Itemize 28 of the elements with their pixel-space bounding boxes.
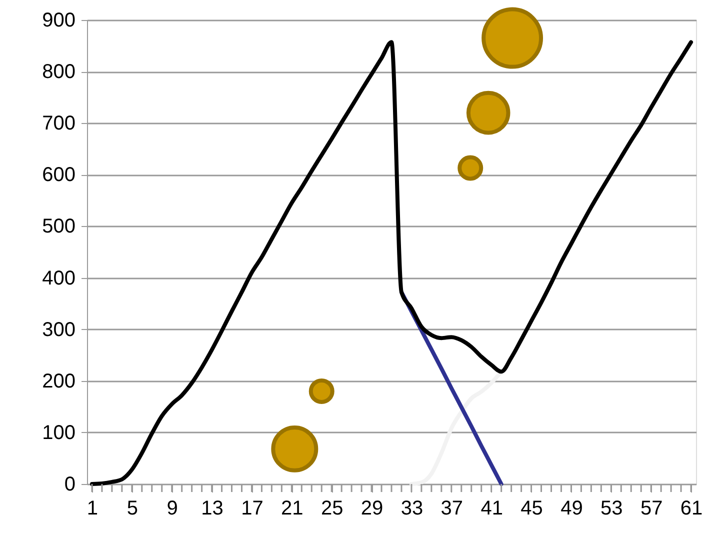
x-tick-label: 1 — [86, 498, 98, 520]
y-tick-label: 0 — [64, 474, 76, 496]
y-tick-label: 300 — [42, 318, 76, 341]
x-tick-label: 17 — [241, 498, 264, 520]
x-tick-label: 5 — [126, 498, 138, 520]
x-tick-label: 29 — [360, 498, 384, 520]
y-tick-label: 400 — [42, 267, 76, 290]
x-tick-label: 45 — [520, 498, 543, 520]
x-tick-label: 33 — [400, 498, 424, 520]
x-tick-label: 13 — [201, 498, 224, 520]
y-tick-label: 800 — [42, 61, 76, 84]
y-tick-label: 900 — [42, 10, 76, 32]
line-series — [90, 40, 694, 486]
x-tick-label: 25 — [320, 498, 344, 520]
line-series — [409, 370, 504, 486]
y-tick-label: 200 — [42, 370, 76, 392]
x-tick-label: 9 — [166, 498, 178, 520]
y-tick-label: 700 — [42, 112, 76, 135]
x-tick-label: 57 — [640, 498, 663, 520]
x-tick-label: 21 — [281, 498, 304, 520]
y-tick-label: 500 — [42, 216, 76, 238]
x-tick-label: 53 — [600, 498, 623, 520]
x-tick-label: 49 — [560, 498, 583, 520]
y-tick-label: 600 — [42, 164, 76, 186]
y-tick-label: 100 — [42, 422, 76, 444]
x-tick-label: 41 — [480, 498, 503, 520]
x-tick-label: 37 — [440, 498, 464, 520]
x-tick-label: 61 — [680, 498, 703, 520]
